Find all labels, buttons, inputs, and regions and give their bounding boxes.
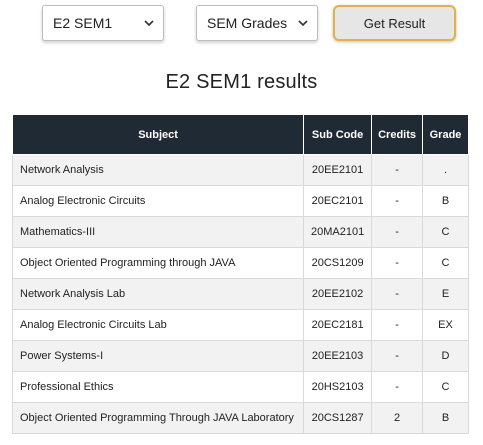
sub-code-cell: 20CS1287: [303, 402, 373, 434]
table-row: Network Analysis Lab 20EE2102 - E: [11, 278, 469, 310]
table-row: Network Analysis 20EE2101 - .: [11, 154, 469, 186]
subject-cell: Object Oriented Programming Through JAVA…: [11, 402, 305, 434]
sub-code-cell: 20CS1209: [303, 247, 373, 279]
table-row: Professional Ethics 20HS2103 - C: [11, 371, 469, 403]
subject-cell: Network Analysis: [11, 154, 305, 186]
credits-cell: 2: [371, 402, 424, 434]
grade-cell: EX: [422, 309, 469, 341]
result-controls: E2 SEM1 SEM Grades Get Result: [0, 5, 483, 45]
header-sub-code: Sub Code: [303, 114, 373, 155]
grade-cell: C: [422, 247, 469, 279]
semester-select[interactable]: E2 SEM1: [42, 5, 164, 41]
get-result-button[interactable]: Get Result: [333, 5, 456, 41]
subject-cell: Professional Ethics: [11, 371, 305, 403]
header-grade: Grade: [422, 114, 469, 155]
sub-code-cell: 20EE2103: [303, 340, 373, 372]
subject-cell: Analog Electronic Circuits: [11, 185, 305, 217]
grade-cell: E: [422, 278, 469, 310]
chevron-down-icon: [143, 17, 155, 29]
semester-select-value: E2 SEM1: [53, 15, 113, 31]
table-row: Object Oriented Programming through JAVA…: [11, 247, 469, 279]
sub-code-cell: 20MA2101: [303, 216, 373, 248]
credits-cell: -: [371, 185, 424, 217]
sub-code-cell: 20EC2181: [303, 309, 373, 341]
sub-code-cell: 20EE2101: [303, 154, 373, 186]
table-row: Analog Electronic Circuits 20EC2101 - B: [11, 185, 469, 217]
grade-cell: D: [422, 340, 469, 372]
subject-cell: Mathematics-III: [11, 216, 305, 248]
grade-cell: B: [422, 402, 469, 434]
header-credits: Credits: [371, 114, 424, 155]
credits-cell: -: [371, 216, 424, 248]
grade-cell: .: [422, 154, 469, 186]
credits-cell: -: [371, 247, 424, 279]
result-type-select[interactable]: SEM Grades: [196, 5, 318, 41]
subject-cell: Object Oriented Programming through JAVA: [11, 247, 305, 279]
subject-cell: Network Analysis Lab: [11, 278, 305, 310]
grade-cell: C: [422, 371, 469, 403]
credits-cell: -: [371, 340, 424, 372]
grade-cell: C: [422, 216, 469, 248]
page-title: E2 SEM1 results: [165, 71, 318, 93]
results-table: Subject Sub Code Credits Grade Network A…: [11, 114, 469, 434]
credits-cell: -: [371, 154, 424, 186]
table-row: Mathematics-III 20MA2101 - C: [11, 216, 469, 248]
sub-code-cell: 20EE2102: [303, 278, 373, 310]
table-header-row: Subject Sub Code Credits Grade: [11, 114, 469, 155]
grade-cell: B: [422, 185, 469, 217]
credits-cell: -: [371, 371, 424, 403]
credits-cell: -: [371, 309, 424, 341]
subject-cell: Analog Electronic Circuits Lab: [11, 309, 305, 341]
table-row: Analog Electronic Circuits Lab 20EC2181 …: [11, 309, 469, 341]
subject-cell: Power Systems-I: [11, 340, 305, 372]
table-row: Object Oriented Programming Through JAVA…: [11, 402, 469, 434]
header-subject: Subject: [11, 114, 305, 155]
table-row: Power Systems-I 20EE2103 - D: [11, 340, 469, 372]
result-type-select-value: SEM Grades: [207, 15, 288, 31]
credits-cell: -: [371, 278, 424, 310]
sub-code-cell: 20EC2101: [303, 185, 373, 217]
chevron-down-icon: [297, 17, 309, 29]
sub-code-cell: 20HS2103: [303, 371, 373, 403]
